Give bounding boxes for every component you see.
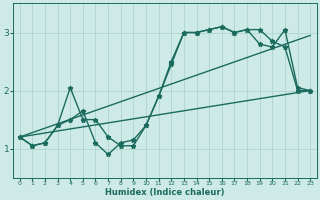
X-axis label: Humidex (Indice chaleur): Humidex (Indice chaleur)	[105, 188, 225, 197]
